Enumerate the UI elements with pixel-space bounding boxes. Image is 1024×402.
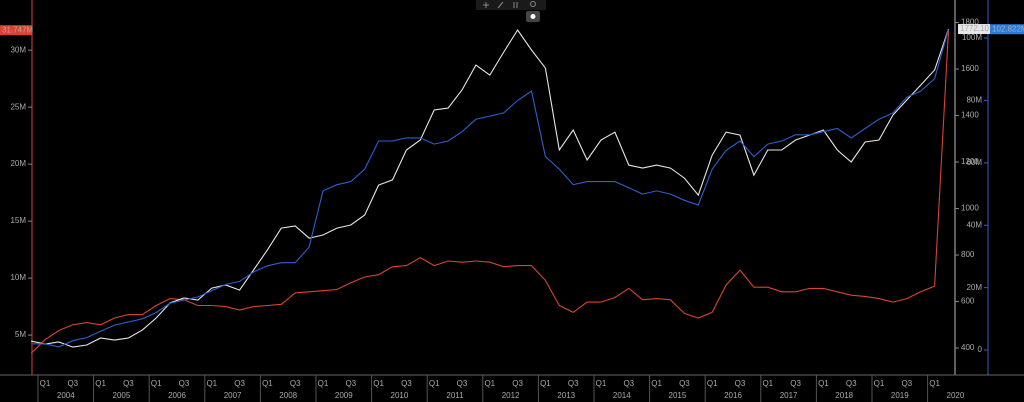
y2-tick-label: 1400 [961,111,979,120]
y3-tick-label: 0 [978,345,983,354]
x-tick-label: Q3 [679,379,690,388]
year-label: 2006 [168,391,186,400]
x-tick-label: Q3 [901,379,912,388]
year-label: 2019 [891,391,909,400]
y2-tick-label: 600 [961,297,975,306]
x-tick-label: Q3 [457,379,468,388]
last-value-badge [990,24,1024,35]
y3-tick-label: 60M [966,158,982,167]
last-value-label: 1772.10 [960,24,989,33]
year-label: 2011 [446,391,464,400]
x-tick-label: Q1 [95,379,106,388]
year-label: 2016 [724,391,742,400]
year-label: 2017 [780,391,798,400]
x-tick-label: Q3 [846,379,857,388]
y-tick-label: 30M [10,45,26,54]
y2-tick-label: 800 [961,250,975,259]
year-label: 2009 [335,391,353,400]
x-tick-label: Q1 [484,379,495,388]
x-tick-label: Q3 [568,379,579,388]
y2-tick-label: 1600 [961,64,979,73]
y2-tick-label: 400 [961,343,975,352]
bars-icon[interactable] [513,2,518,8]
last-value-label: 102.822M [992,24,1024,33]
y-tick-label: 10M [10,273,26,282]
y2-tick-label: 1200 [961,157,979,166]
x-tick-label: Q1 [318,379,329,388]
settings-icon [530,14,536,19]
zoom-icon[interactable] [530,1,536,7]
crosshair-icon[interactable] [483,2,489,8]
x-tick-label: Q1 [929,379,940,388]
x-tick-label: Q3 [290,379,301,388]
x-tick-label: Q3 [790,379,801,388]
x-tick-label: Q1 [651,379,662,388]
x-tick-label: Q1 [40,379,51,388]
year-label: 2018 [835,391,853,400]
last-value-badge [0,25,32,36]
year-label: 2020 [947,391,965,400]
y-tick-label: 15M [10,216,26,225]
x-tick-label: Q3 [735,379,746,388]
x-tick-label: Q1 [818,379,829,388]
toolbar [476,0,546,22]
toolbar-bg [476,0,546,10]
series-line [30,28,950,348]
year-label: 2007 [224,391,242,400]
y2-tick-label: 1000 [961,204,979,213]
y3-tick-label: 80M [966,96,982,105]
last-value-badge [958,24,990,35]
year-label: 2015 [669,391,687,400]
x-tick-label: Q3 [512,379,523,388]
x-tick-label: Q1 [151,379,162,388]
x-tick-label: Q1 [373,379,384,388]
x-tick-label: Q3 [401,379,412,388]
year-label: 2012 [502,391,520,400]
y-tick-label: 5M [15,330,26,339]
x-tick-label: Q3 [345,379,356,388]
year-label: 2013 [557,391,575,400]
x-tick-label: Q3 [123,379,134,388]
y-tick-label: 25M [10,102,26,111]
year-label: 2010 [391,391,409,400]
year-label: 2008 [279,391,297,400]
x-tick-label: Q1 [262,379,273,388]
x-tick-label: Q1 [206,379,217,388]
x-tick-label: Q1 [429,379,440,388]
y3-tick-label: 100M [962,33,982,42]
series-line [31,29,950,348]
x-tick-label: Q1 [762,379,773,388]
x-tick-label: Q3 [179,379,190,388]
year-label: 2014 [613,391,631,400]
x-tick-label: Q1 [540,379,551,388]
x-tick-label: Q1 [596,379,607,388]
x-tick-label: Q3 [234,379,245,388]
y3-tick-label: 40M [966,220,982,229]
year-label: 2005 [113,391,131,400]
last-value-label: 31.747M [2,25,33,34]
y3-tick-label: 20M [966,283,982,292]
x-tick-label: Q1 [874,379,885,388]
x-tick-label: Q3 [67,379,78,388]
x-tick-label: Q3 [623,379,634,388]
y-tick-label: 20M [10,159,26,168]
draw-icon[interactable] [497,1,504,9]
x-tick-label: Q1 [707,379,718,388]
year-label: 2004 [57,391,75,400]
y2-tick-label: 1800 [961,18,979,27]
